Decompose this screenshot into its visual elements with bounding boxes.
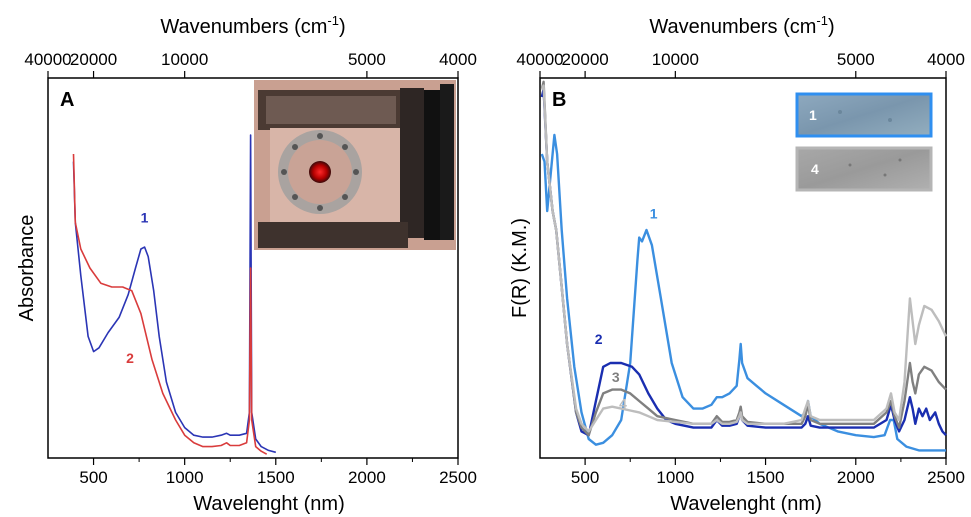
top-tick-label-b-1: 20000 (561, 50, 608, 69)
series-label-a-2: 2 (126, 350, 134, 366)
top-axis-label-a: Wavenumbers (cm-1) (160, 13, 345, 38)
top-tick-label-a-3: 5000 (348, 50, 386, 69)
top-tick-label-b-0: 40000 (516, 50, 563, 69)
series-line-a-1 (72, 134, 277, 454)
x-axis-label-a: Wavelenght (nm) (193, 493, 345, 515)
x-tick-label-b-0: 500 (571, 468, 599, 487)
x-tick-label-a-3: 2000 (348, 468, 386, 487)
x-tick-label-a-0: 500 (79, 468, 107, 487)
series-line-b-3 (540, 80, 947, 437)
top-tick-label-a-0: 40000 (24, 50, 71, 69)
series-label-b-3: 3 (612, 369, 620, 385)
y-axis-label-a: Absorbance (16, 215, 38, 322)
x-axis-label-b: Wavelenght (nm) (670, 493, 822, 515)
strip-label-4: 4 (811, 161, 819, 177)
panel-b: B F(R) (K.M.) Wavelenght (nm) Wavenumber… (509, 13, 965, 515)
sample-strip-1-inset: 1 (795, 92, 933, 138)
series-line-a-2 (72, 153, 268, 455)
y-axis-label-b: F(R) (K.M.) (509, 218, 531, 318)
top-axis-label-b: Wavenumbers (cm-1) (649, 13, 834, 38)
series-line-b-1 (540, 133, 946, 452)
top-tick-label-b-4: 4000 (927, 50, 965, 69)
x-tick-label-a-4: 2500 (439, 468, 477, 487)
top-tick-label-b-2: 10000 (652, 50, 699, 69)
sample-cell-photo-inset (254, 80, 456, 250)
series-line-b-2 (540, 88, 947, 437)
series-label-b-4: 4 (619, 396, 627, 412)
panel-a: A Absorbance Wavelenght (nm) Wavenumbers… (16, 13, 477, 515)
series-label-b-1: 1 (650, 206, 658, 222)
strip-label-1: 1 (809, 107, 817, 123)
series-label-b-2: 2 (595, 331, 603, 347)
top-axis-label-superscript-b: -1 (816, 13, 828, 28)
top-axis-label-superscript-a: -1 (327, 13, 339, 28)
x-tick-label-b-1: 1000 (656, 468, 694, 487)
plot-frame-b (539, 77, 947, 459)
top-tick-label-b-3: 5000 (837, 50, 875, 69)
sample-strip-4-inset: 4 (795, 146, 933, 192)
x-tick-label-b-2: 1500 (747, 468, 785, 487)
x-tick-label-b-4: 2500 (927, 468, 965, 487)
top-tick-label-a-1: 20000 (70, 50, 117, 69)
series-line-b-4 (540, 84, 948, 433)
top-tick-label-a-4: 4000 (439, 50, 477, 69)
top-tick-label-a-2: 10000 (161, 50, 208, 69)
series-label-a-1: 1 (141, 209, 149, 225)
x-tick-label-a-1: 1000 (166, 468, 204, 487)
x-tick-label-b-3: 2000 (837, 468, 875, 487)
panel-letter-a: A (60, 89, 74, 111)
x-tick-label-a-2: 1500 (257, 468, 295, 487)
plot-frame-a (47, 77, 459, 459)
panel-letter-b: B (552, 89, 566, 111)
